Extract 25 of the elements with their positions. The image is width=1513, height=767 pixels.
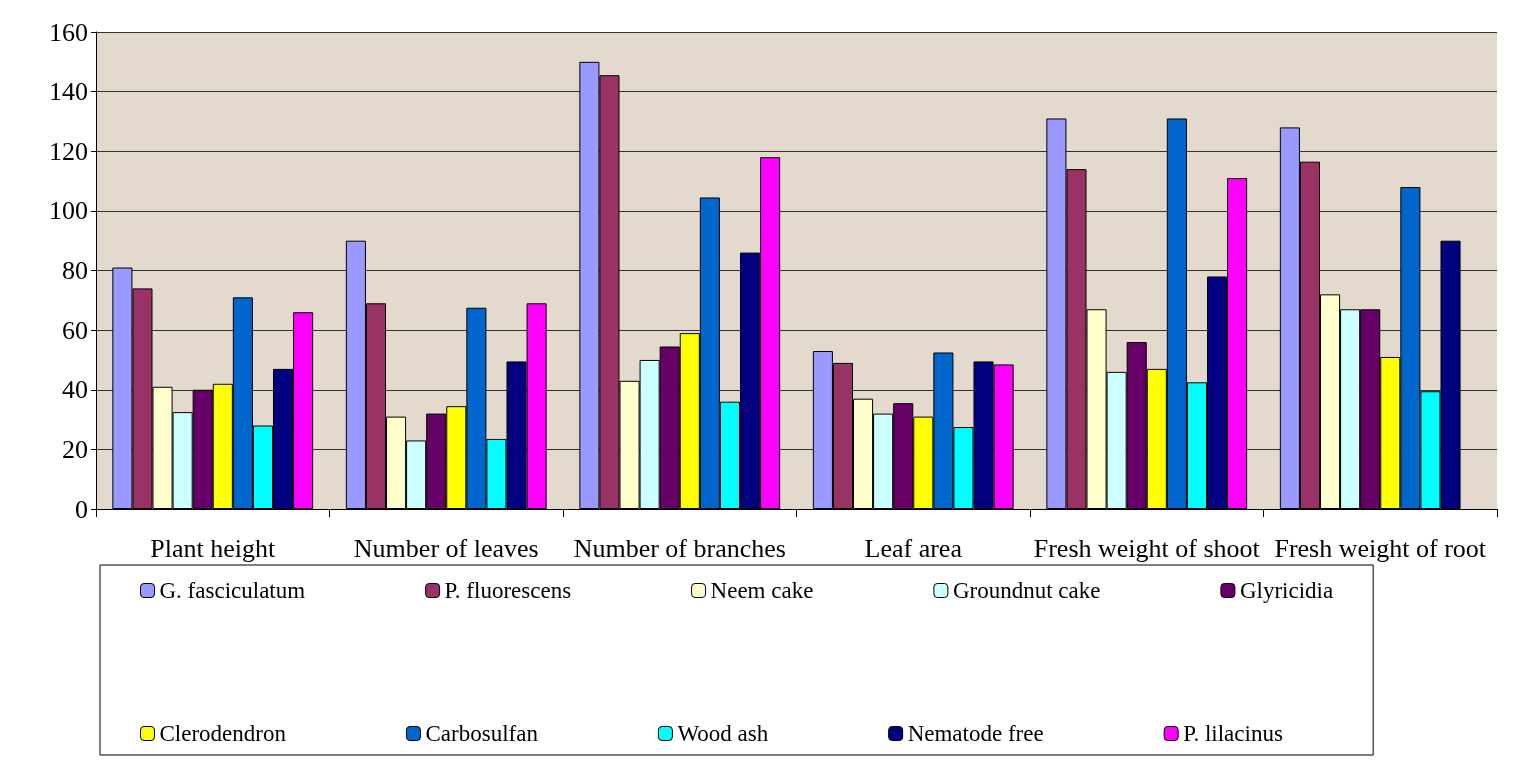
legend-label: Neem cake — [710, 578, 814, 603]
y-tick-label: 60 — [62, 315, 88, 345]
legend-label: Glyricidia — [1239, 578, 1334, 603]
legend-label: Nematode free — [907, 721, 1044, 746]
legend-label: Carbosulfan — [425, 721, 539, 746]
y-tick-label: 20 — [62, 434, 88, 464]
y-tick-label: 40 — [62, 375, 88, 405]
legend-label: P. lilacinus — [1183, 721, 1283, 746]
legend-label: Clerodendron — [159, 721, 287, 746]
y-tick-label: 100 — [49, 196, 88, 226]
x-tick-label: Number of branches — [573, 533, 786, 563]
x-tick-label: Leaf area — [864, 533, 963, 563]
y-tick-label: 120 — [49, 136, 88, 166]
x-tick-label: Plant height — [150, 533, 276, 563]
legend-label: Groundnut cake — [952, 578, 1101, 603]
x-tick-label: Number of leaves — [353, 533, 539, 563]
legend-label: G. fasciculatum — [159, 578, 306, 603]
y-tick-label: 80 — [62, 256, 88, 285]
y-tick-label: 0 — [75, 494, 88, 524]
y-tick-label: 160 — [49, 17, 88, 47]
x-tick-label: Fresh weight of shoot — [1033, 533, 1261, 563]
legend-label: P. fluorescens — [444, 578, 572, 603]
legend-label: Wood ash — [677, 721, 769, 746]
y-tick-label: 140 — [49, 77, 88, 107]
x-tick-label: Fresh weight of root — [1274, 533, 1487, 563]
